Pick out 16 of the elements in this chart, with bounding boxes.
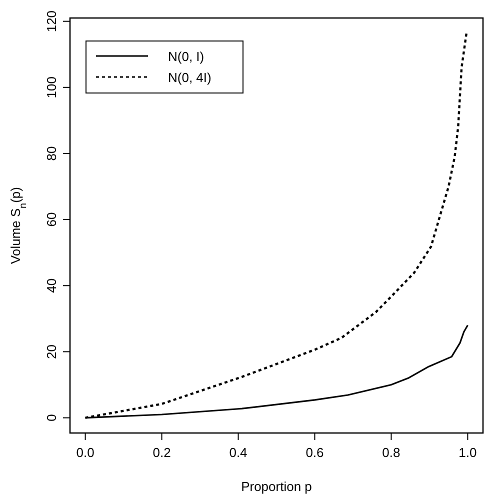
x-tick-label: 1.0 <box>458 445 477 460</box>
y-tick-label: 100 <box>44 76 59 98</box>
x-tick-label: 0.0 <box>76 445 94 460</box>
legend-label: N(0, I) <box>168 49 204 64</box>
y-tick-label: 80 <box>44 146 59 161</box>
y-tick-label: 0 <box>44 414 59 422</box>
y-tick-label: 40 <box>44 278 59 293</box>
x-tick-label: 0.8 <box>382 445 400 460</box>
legend-label: N(0, 4I) <box>168 70 212 85</box>
x-tick-label: 0.2 <box>152 445 171 460</box>
x-tick-label: 0.6 <box>306 445 324 460</box>
y-tick-label: 60 <box>44 212 59 227</box>
x-tick-label: 0.4 <box>229 445 248 460</box>
y-tick-label: 20 <box>44 344 59 359</box>
y-tick-label: 120 <box>44 10 59 32</box>
x-axis-title: Proportion p <box>241 479 312 494</box>
